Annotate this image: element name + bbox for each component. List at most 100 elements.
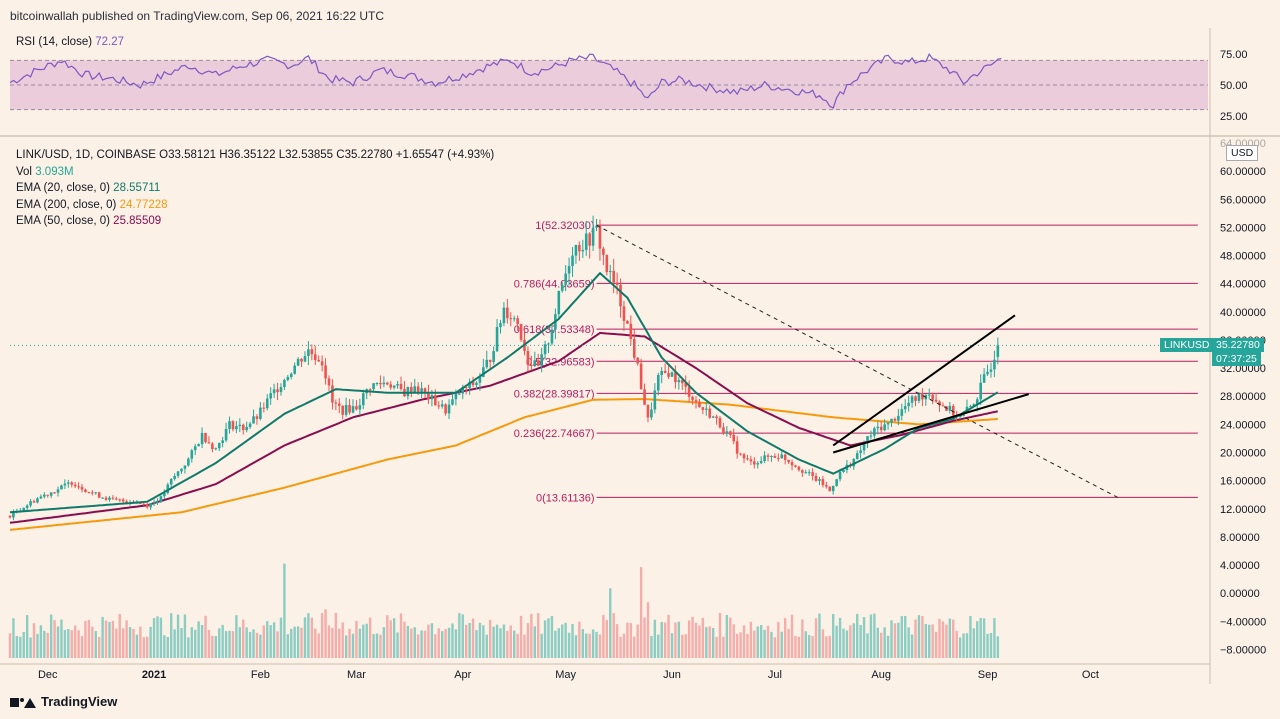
volume-bar	[633, 636, 636, 658]
volume-bar	[293, 626, 296, 658]
volume-bar	[231, 631, 235, 658]
candle-body	[701, 407, 705, 410]
volume-bar	[506, 630, 509, 658]
volume-bar	[801, 619, 804, 658]
volume-bar	[410, 628, 413, 658]
candle-body	[818, 479, 821, 481]
candle-body	[420, 388, 423, 392]
volume-bar	[639, 567, 643, 658]
volume-bar	[327, 625, 331, 658]
candle-body	[704, 408, 708, 410]
volume-bar	[125, 620, 128, 658]
volume-bar	[440, 631, 444, 658]
volume-bar	[427, 624, 430, 658]
volume-bar	[650, 636, 653, 658]
volume-bar	[657, 634, 660, 658]
volume-bar	[718, 613, 722, 658]
candle-body	[708, 408, 712, 418]
ema20-row[interactable]: EMA (20, close, 0) 28.55711	[16, 180, 494, 197]
candle-body	[873, 428, 876, 436]
candle-body	[773, 456, 777, 458]
currency-tag: USD	[1226, 145, 1259, 161]
volume-bar	[22, 631, 25, 658]
candle-body	[204, 432, 207, 443]
volume-bar	[368, 617, 372, 658]
volume-bar	[159, 617, 163, 658]
candle-body	[879, 426, 883, 431]
volume-bar	[104, 620, 108, 658]
candle-body	[176, 471, 180, 476]
volume-bar	[862, 617, 866, 658]
volume-bar	[845, 630, 849, 658]
volume-bar	[602, 614, 605, 658]
ema50-row[interactable]: EMA (50, close, 0) 25.85509	[16, 213, 494, 230]
candle-body	[804, 472, 808, 474]
vol-label: Vol	[16, 165, 32, 178]
volume-bar	[598, 634, 602, 658]
volume-bar	[958, 637, 962, 658]
candle-body	[612, 270, 615, 283]
candle-body	[941, 405, 945, 407]
volume-bar	[317, 633, 320, 658]
candle-body	[265, 398, 269, 409]
candle-body	[22, 508, 26, 511]
volume-bar	[729, 617, 732, 658]
candle-body	[372, 383, 375, 390]
volume-bar	[207, 629, 211, 658]
candle-body	[790, 462, 794, 466]
candle-body	[852, 459, 856, 467]
candle-body	[399, 383, 403, 390]
volume-bar	[684, 634, 687, 658]
candle-body	[900, 409, 904, 416]
candle-body	[447, 404, 451, 414]
candle-body	[163, 492, 166, 497]
volume-bar	[331, 627, 334, 658]
candle-body	[283, 379, 286, 388]
volume-bar	[880, 632, 883, 658]
time-tick-label: 2021	[142, 669, 166, 681]
axis-layer: 75.0050.0025.0064.0000060.0000056.000005…	[0, 28, 1280, 684]
candle-body	[125, 501, 128, 504]
candle-body	[680, 380, 684, 384]
candle-body	[471, 381, 475, 386]
volume-bar	[70, 630, 73, 658]
volume-bar	[917, 615, 921, 658]
symbol-line[interactable]: LINK/USD, 1D, COINBASE O33.58121 H36.351…	[16, 149, 495, 161]
volume-bar	[63, 629, 67, 658]
volume-bar	[80, 635, 84, 658]
candle-body	[406, 387, 410, 397]
volume-bar	[152, 618, 156, 658]
volume-bar	[372, 634, 375, 658]
candle-body	[622, 306, 626, 321]
candle-body	[97, 492, 101, 498]
candle-body	[53, 492, 56, 494]
volume-bar	[547, 618, 550, 658]
ema200-row[interactable]: EMA (200, close, 0) 24.77228	[16, 197, 494, 214]
candle-body	[115, 498, 118, 500]
volume-bar	[420, 630, 423, 658]
volume-bar	[609, 588, 612, 658]
ema200-label: EMA (200, close, 0)	[16, 198, 117, 211]
candle-body	[73, 484, 77, 487]
ema50-label: EMA (50, close, 0)	[16, 215, 110, 227]
volume-bar	[434, 634, 437, 658]
volume-bar	[118, 613, 121, 658]
candle-body	[526, 350, 530, 365]
candle-body	[331, 385, 334, 403]
vol-row[interactable]: Vol 3.093M	[16, 164, 494, 181]
candle-body	[286, 376, 290, 380]
candle-body	[173, 475, 176, 479]
candle-body	[560, 284, 564, 291]
volume-bar	[272, 622, 276, 658]
candle-body	[207, 442, 211, 444]
candle-body	[262, 407, 266, 409]
volume-bar	[334, 612, 338, 658]
volume-bar	[931, 624, 934, 658]
candle-body	[519, 324, 523, 340]
tradingview-footer[interactable]: TradingView	[10, 694, 117, 709]
candle-body	[344, 405, 348, 415]
volume-bar	[142, 637, 145, 658]
volume-bar	[708, 626, 711, 658]
volume-bar	[204, 615, 207, 658]
